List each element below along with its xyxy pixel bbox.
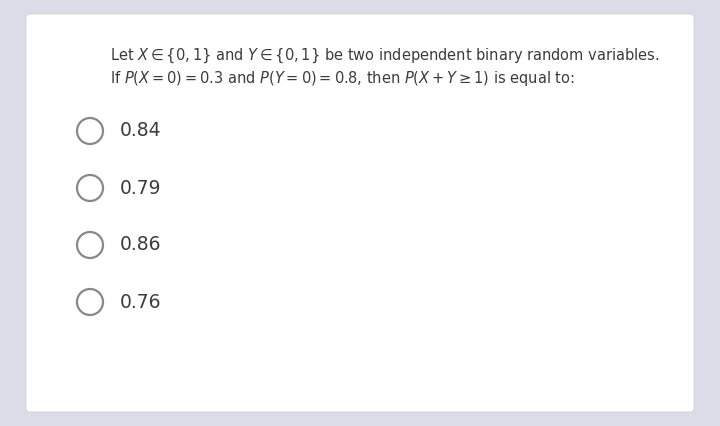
Text: If $P(X = 0) = 0.3$ and $P(Y = 0) = 0.8$, then $P(X + Y \geq 1)$ is equal to:: If $P(X = 0) = 0.3$ and $P(Y = 0) = 0.8$…: [110, 69, 575, 87]
Text: 0.76: 0.76: [120, 293, 161, 311]
Text: 0.86: 0.86: [120, 236, 161, 254]
Text: 0.84: 0.84: [120, 121, 161, 141]
FancyBboxPatch shape: [26, 14, 694, 412]
Text: Let $X \in \{0, 1\}$ and $Y \in \{0, 1\}$ be two independent binary random varia: Let $X \in \{0, 1\}$ and $Y \in \{0, 1\}…: [110, 47, 660, 65]
Text: 0.79: 0.79: [120, 178, 161, 198]
